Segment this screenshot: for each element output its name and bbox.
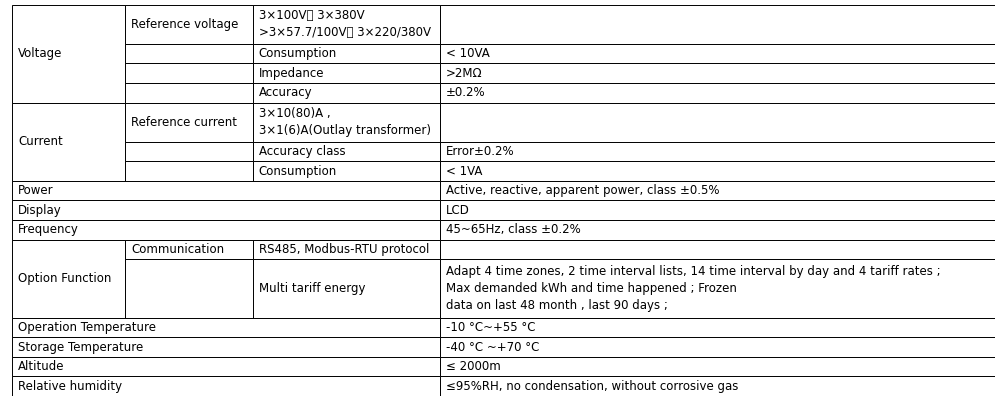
Bar [440,357,995,377]
Text: >2MΩ: >2MΩ [446,67,482,80]
Bar [440,318,995,338]
Bar [125,44,253,63]
Text: Display: Display [18,204,62,217]
Bar [12,5,125,103]
Text: Accuracy: Accuracy [259,86,312,100]
Bar [253,63,440,83]
Bar [440,44,995,63]
Text: Frequency: Frequency [18,223,79,236]
Bar [125,83,253,103]
Text: 3×100V、 3×380V
>3×57.7/100V、 3×220/380V: 3×100V、 3×380V >3×57.7/100V、 3×220/380V [259,9,431,39]
Bar [253,83,440,103]
Text: Reference current: Reference current [131,116,237,129]
Text: ±0.2%: ±0.2% [446,86,485,100]
Text: Communication: Communication [131,243,224,256]
Bar [440,103,995,142]
Text: Consumption: Consumption [259,164,337,178]
Bar [12,181,440,201]
Bar [440,142,995,161]
Bar [440,201,995,220]
Text: Impedance: Impedance [259,67,324,80]
Bar [125,63,253,83]
Bar [125,161,253,181]
Text: RS485, Modbus-RTU protocol: RS485, Modbus-RTU protocol [259,243,429,256]
Bar [440,259,995,318]
Text: Multi tariff energy: Multi tariff energy [259,282,365,295]
Text: Relative humidity: Relative humidity [18,380,122,393]
Bar [12,201,440,220]
Bar [440,63,995,83]
Bar [253,161,440,181]
Text: Power: Power [18,184,54,197]
Text: Altitude: Altitude [18,360,64,373]
Bar [440,377,995,396]
Bar [253,142,440,161]
Bar [12,357,440,377]
Bar [125,240,253,259]
Bar [12,220,440,240]
Text: < 1VA: < 1VA [446,164,482,178]
Text: 3×10(80)A ,
3×1(6)A(Outlay transformer): 3×10(80)A , 3×1(6)A(Outlay transformer) [259,107,431,137]
Bar [12,338,440,357]
Bar [125,103,253,142]
Text: 45~65Hz, class ±0.2%: 45~65Hz, class ±0.2% [446,223,580,236]
Bar [12,377,440,396]
Bar [12,318,440,338]
Text: Error±0.2%: Error±0.2% [446,145,514,158]
Bar [440,161,995,181]
Text: Storage Temperature: Storage Temperature [18,341,143,353]
Bar [253,44,440,63]
Text: Consumption: Consumption [259,47,337,60]
Text: Current: Current [18,135,63,148]
Text: -40 °C ~+70 °C: -40 °C ~+70 °C [446,341,539,353]
Text: Accuracy class: Accuracy class [259,145,345,158]
Bar [125,5,253,44]
Bar [253,5,440,44]
Bar [125,142,253,161]
Text: ≤95%RH, no condensation, without corrosive gas: ≤95%RH, no condensation, without corrosi… [446,380,738,393]
Text: Voltage: Voltage [18,47,62,60]
Text: < 10VA: < 10VA [446,47,489,60]
Bar [125,259,253,318]
Bar [440,240,995,259]
Bar [440,83,995,103]
Bar [440,181,995,201]
Text: Reference voltage: Reference voltage [131,18,238,31]
Bar [440,5,995,44]
Text: ≤ 2000m: ≤ 2000m [446,360,500,373]
Text: Operation Temperature: Operation Temperature [18,321,156,334]
Bar [440,220,995,240]
Text: -10 °C~+55 °C: -10 °C~+55 °C [446,321,535,334]
Bar [440,338,995,357]
Bar [253,240,440,259]
Bar [253,103,440,142]
Text: Option Function: Option Function [18,272,111,285]
Text: LCD: LCD [446,204,469,217]
Bar [12,103,125,181]
Bar [253,259,440,318]
Bar [12,240,125,318]
Text: Active, reactive, apparent power, class ±0.5%: Active, reactive, apparent power, class … [446,184,719,197]
Text: Adapt 4 time zones, 2 time interval lists, 14 time interval by day and 4 tariff : Adapt 4 time zones, 2 time interval list… [446,265,940,312]
